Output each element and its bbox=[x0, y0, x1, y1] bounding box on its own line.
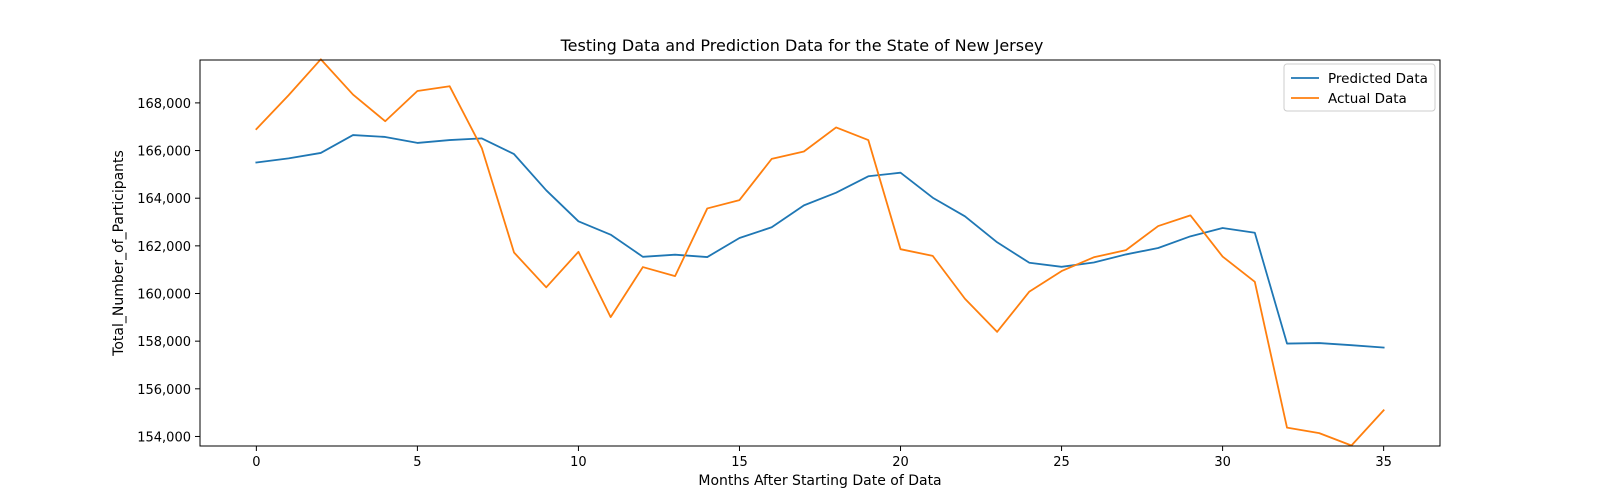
x-tick-label: 0 bbox=[252, 455, 260, 470]
y-tick-label: 158,000 bbox=[137, 335, 191, 350]
x-tick-label: 35 bbox=[1375, 455, 1392, 470]
legend: Predicted Data Actual Data bbox=[1283, 63, 1436, 112]
x-tick-label: 5 bbox=[413, 455, 421, 470]
y-tick-label: 162,000 bbox=[137, 240, 191, 255]
series-layer bbox=[255, 58, 1385, 447]
y-axis-label: Total_Number_of_Participants bbox=[111, 150, 127, 357]
y-tick-label: 160,000 bbox=[137, 288, 191, 303]
x-tick-label: 15 bbox=[731, 455, 748, 470]
series-line-actual bbox=[255, 58, 1385, 447]
plot-frame bbox=[199, 59, 1441, 447]
y-tick-label: 156,000 bbox=[137, 383, 191, 398]
legend-label: Predicted Data bbox=[1328, 71, 1428, 87]
chart-title: Testing Data and Prediction Data for the… bbox=[560, 36, 1044, 55]
y-tick-label: 166,000 bbox=[137, 145, 191, 160]
y-tick-label: 164,000 bbox=[137, 192, 191, 207]
legend-box bbox=[1283, 63, 1436, 112]
x-tick-label: 20 bbox=[892, 455, 909, 470]
y-axis: 154,000 156,000 158,000 160,000 162,000 164,0… bbox=[137, 97, 200, 445]
y-tick-label: 168,000 bbox=[137, 97, 191, 112]
x-axis: 0 5 10 15 20 25 30 35 bbox=[252, 446, 1392, 470]
y-tick-label: 154,000 bbox=[137, 430, 191, 445]
x-tick-label: 25 bbox=[1053, 455, 1070, 470]
x-tick-label: 10 bbox=[570, 455, 587, 470]
x-tick-label: 30 bbox=[1214, 455, 1231, 470]
legend-label: Actual Data bbox=[1328, 91, 1407, 107]
series-line-predicted bbox=[255, 134, 1385, 349]
x-axis-label: Months After Starting Date of Data bbox=[698, 473, 941, 489]
